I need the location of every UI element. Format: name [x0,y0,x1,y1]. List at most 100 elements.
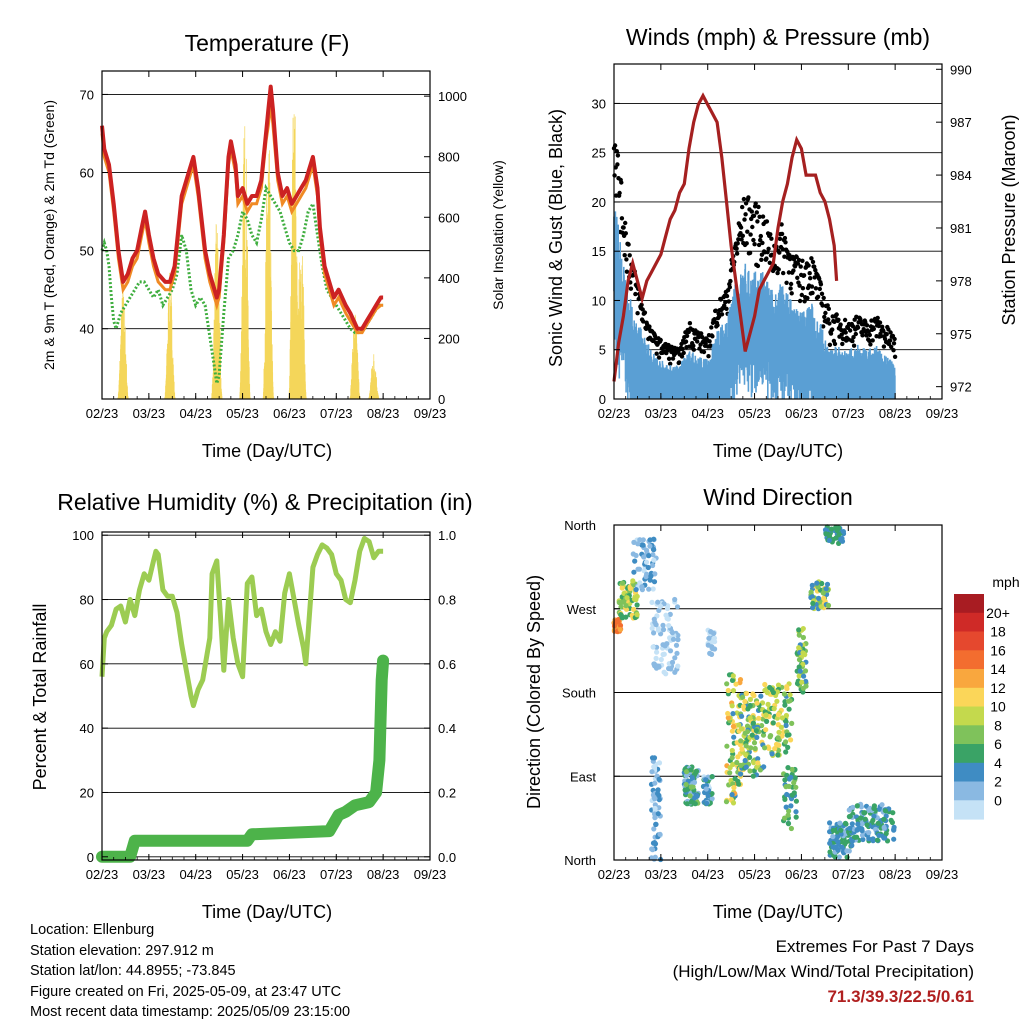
gust-point [666,356,672,361]
gust-point [654,351,659,356]
direction-point [725,687,731,694]
direction-point [858,804,865,810]
gust-point [639,302,644,307]
direction-point [652,796,658,802]
direction-point [858,815,864,821]
gust-point [784,280,789,285]
direction-point [774,689,781,695]
direction-point [651,536,657,542]
direction-point [890,810,896,816]
gust-point [744,241,749,246]
gust-point [775,270,780,276]
direction-point [770,689,777,696]
gust-point [768,232,773,237]
direction-point [787,692,793,698]
x-tick-label: 04/23 [179,867,212,882]
gust-point [821,324,826,329]
direction-point [744,723,751,729]
gust-point [809,284,815,289]
direction-point [784,791,790,798]
gust-point [740,233,745,238]
gust-point [756,204,761,210]
gust-point [832,341,838,347]
direction-point [732,776,738,782]
x-tick-label: 02/23 [598,867,631,882]
y2-tick-label: 1000 [438,89,467,104]
direction-point [775,735,781,741]
humidity-ticks: 02/23 03/23 04/23 05/23 06/23 07/23 08/23 09/23… [72,528,456,882]
direction-point [657,603,664,609]
winds-xlabel: Time (Day/UTC) [713,441,843,461]
direction-point [656,664,662,670]
temperature-ylabel: 2m & 9m T (Red, Orange) & 2m Td (Green) [41,100,57,370]
direction-point [652,571,658,577]
direction-point [788,774,794,781]
precip-series [96,654,390,863]
winds-panel: Winds (mph) & Pressure (mb) 02/23 03/23 04… [546,24,1019,461]
direction-point [803,678,809,684]
direction-point [870,817,876,823]
gust-point [658,337,663,343]
direction-point [788,737,794,743]
gust-point [877,320,883,325]
direction-point [782,777,788,783]
gust-point [627,253,632,258]
y-tick-label: 0 [87,850,94,865]
direction-point [652,802,658,808]
direction-point [666,623,672,629]
direction-point [729,677,736,684]
gust-point [840,341,845,347]
elevation-text: Station elevation: 297.912 m [30,942,214,959]
y2-tick-label: 987 [950,115,972,130]
gust-point [813,286,819,291]
gust-point [795,261,801,266]
x-tick-label: 05/23 [738,867,771,882]
recent-text: Most recent data timestamp: 2025/05/09 2… [30,1004,351,1021]
direction-point [847,825,853,831]
direction-point [737,771,744,777]
direction-point [776,742,782,748]
extremes-title: Extremes For Past 7 Days [775,937,974,956]
gust-point [884,332,889,337]
gust-point [868,342,873,347]
direction-point [827,533,833,539]
direction-point [655,627,662,633]
gust-point [867,332,872,338]
direction-point [750,773,756,779]
direction-point [650,644,656,650]
gust-point [800,258,805,263]
gust-point [707,339,712,344]
direction-point [823,586,829,592]
direction-point [725,710,731,717]
direction-point [731,734,737,740]
gust-point [687,321,693,326]
extremes-subtitle: (High/Low/Max Wind/Total Precipitation) [672,962,974,981]
direction-point [809,582,815,589]
y2-tick-label: 990 [950,62,972,77]
direction-point [785,821,792,827]
direction-point [688,784,694,790]
direction-point [827,820,833,826]
x-tick-label: 07/23 [832,867,865,882]
direction-point [658,656,664,663]
direction-point [859,832,866,838]
direction-point [794,680,801,687]
y2-tick-label: 600 [438,210,460,225]
direction-point [750,691,756,697]
gust-point [753,201,758,206]
x-tick-label: 05/23 [738,406,771,421]
direction-point [691,779,698,786]
direction-point [800,634,807,641]
gust-point [750,224,755,230]
direction-point [757,767,764,773]
gust-point [817,286,822,292]
station-info: Location: Ellenburg Station elevation: 2… [30,920,350,1023]
direction-point [641,568,647,574]
direction-point [734,759,740,766]
direction-point [879,802,885,808]
direction-series [611,524,897,863]
extremes-box: Extremes For Past 7 Days (High/Low/Max W… [673,934,974,1009]
direction-point [754,700,760,706]
direction-point [801,673,807,679]
direction-point [645,564,651,571]
